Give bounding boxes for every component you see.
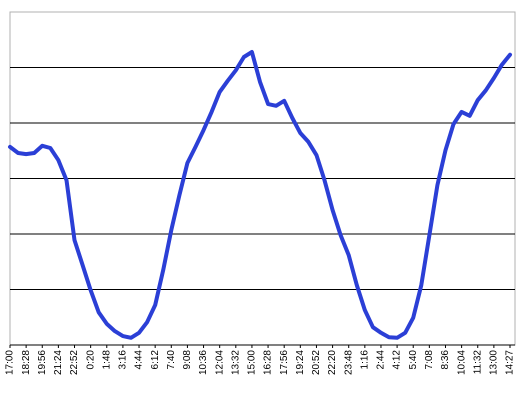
x-tick-label: 5:40: [408, 350, 419, 370]
x-tick-label: 3:16: [118, 350, 129, 370]
x-tick-label: 13:32: [230, 350, 241, 375]
line-series: [8, 50, 512, 340]
x-tick-label: 8:36: [440, 350, 451, 370]
x-tick-label: 10:04: [456, 350, 467, 375]
x-tick-label: 17:56: [279, 350, 290, 375]
x-tick-label: 19:56: [37, 350, 48, 375]
x-tick-label: 0:20: [85, 350, 96, 370]
x-tick-label: 11:32: [472, 350, 483, 375]
x-tick-label: 14:27: [505, 350, 516, 375]
x-tick-label: 4:12: [392, 350, 403, 370]
x-tick-label: 22:20: [327, 350, 338, 375]
x-tick-label: 16:28: [263, 350, 274, 375]
x-tick-label: 17:00: [5, 350, 16, 375]
x-tick-label: 23:48: [343, 350, 354, 375]
x-tick-label: 1:48: [101, 350, 112, 370]
x-tick-label: 1:16: [359, 350, 370, 370]
x-tick-label: 6:12: [150, 350, 161, 370]
x-tick-label: 10:36: [198, 350, 209, 375]
x-tick-label: 9:08: [182, 350, 193, 370]
x-tick-label: 18:28: [21, 350, 32, 375]
x-tick-label: 21:24: [53, 350, 64, 375]
x-tick-label: 7:08: [424, 350, 435, 370]
x-tick-label: 15:00: [247, 350, 258, 375]
x-tick-label: 22:52: [69, 350, 80, 375]
x-tick-label: 7:40: [166, 350, 177, 370]
x-tick-label: 12:04: [214, 350, 225, 375]
x-tick-label: 20:52: [311, 350, 322, 375]
x-tick-label: 19:24: [295, 350, 306, 375]
x-tick-label: 4:44: [134, 350, 145, 370]
x-tick-label: 13:00: [489, 350, 500, 375]
x-tick-label: 2:44: [376, 350, 387, 370]
